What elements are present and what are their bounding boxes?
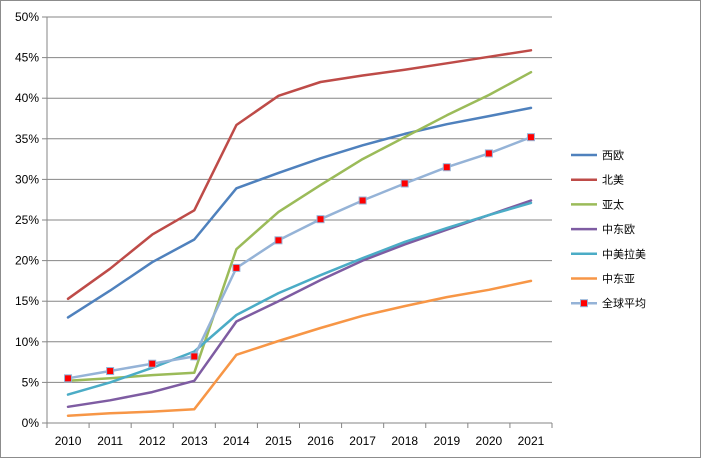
- legend-item: 西欧: [571, 149, 624, 162]
- series-line: [66, 70, 533, 383]
- series-lines: [64, 49, 535, 417]
- y-tick-label: 25%: [15, 213, 39, 227]
- data-point: [148, 359, 157, 368]
- y-tick-label: 5%: [22, 375, 40, 389]
- y-tick-label: 35%: [15, 132, 39, 146]
- legend-label: 中东亚: [602, 273, 635, 286]
- legend-label: 亚太: [602, 198, 624, 211]
- series-line: [66, 49, 533, 301]
- x-tick-label: 2021: [518, 434, 545, 448]
- series-全球平均: [64, 133, 535, 383]
- axes: [46, 17, 553, 428]
- legend-item: 亚太: [571, 198, 624, 211]
- series-line: [66, 135, 533, 380]
- x-tick-label: 2020: [476, 434, 503, 448]
- x-tick-label: 2017: [349, 434, 376, 448]
- x-tick-label: 2015: [265, 434, 292, 448]
- series-line: [66, 201, 533, 396]
- y-tick-labels: 0% 5% 10% 15% 20% 25% 30% 35% 40% 45% 50%: [15, 10, 39, 430]
- data-point: [526, 133, 535, 142]
- series-line: [66, 199, 533, 409]
- data-point: [190, 352, 199, 361]
- x-tick-label: 2010: [55, 434, 82, 448]
- series-中东欧: [66, 199, 533, 409]
- x-tick-label: 2013: [181, 434, 208, 448]
- y-tick-label: 10%: [15, 335, 39, 349]
- series-西欧: [66, 106, 533, 319]
- x-tick-label: 2018: [391, 434, 418, 448]
- x-tick-label: 2014: [223, 434, 250, 448]
- legend-item: 中东亚: [571, 273, 635, 286]
- series-中东亚: [66, 279, 533, 417]
- data-point: [232, 263, 241, 272]
- series-中美拉美: [66, 201, 533, 396]
- data-point: [358, 196, 367, 205]
- legend-label: 中东欧: [602, 223, 635, 236]
- legend-label: 北美: [602, 174, 624, 187]
- y-tick-label: 15%: [15, 294, 39, 308]
- data-point: [316, 215, 325, 224]
- legend-label: 西欧: [602, 149, 624, 162]
- legend-item: 中东欧: [571, 223, 635, 236]
- y-tick-label: 40%: [15, 91, 39, 105]
- y-tick-label: 20%: [15, 254, 39, 268]
- x-tick-label: 2019: [433, 434, 460, 448]
- legend-item: 全球平均: [571, 296, 646, 310]
- x-tick-label: 2012: [139, 434, 166, 448]
- x-tick-labels: 2010 2011 2012 2013 2014 2015 2016 2017 2018 2019…: [55, 434, 545, 448]
- data-point: [274, 236, 283, 245]
- data-point: [106, 367, 115, 376]
- y-tick-label: 0%: [22, 416, 40, 430]
- x-tick-label: 2016: [307, 434, 334, 448]
- data-point: [400, 179, 409, 188]
- x-tick-label: 2011: [97, 434, 123, 448]
- series-北美: [66, 49, 533, 301]
- legend-label: 中美拉美: [602, 247, 646, 261]
- data-point: [484, 149, 493, 158]
- legend-label: 全球平均: [602, 296, 646, 310]
- data-point: [64, 374, 73, 383]
- y-tick-label: 45%: [15, 51, 39, 65]
- legend-item: 北美: [571, 174, 624, 187]
- series-亚太: [66, 70, 533, 383]
- y-tick-label: 50%: [15, 10, 39, 24]
- data-point: [442, 163, 451, 172]
- gridlines: [42, 16, 552, 424]
- legend-item: 中美拉美: [571, 247, 646, 261]
- legend-marker: [580, 299, 588, 308]
- series-line: [66, 279, 533, 417]
- y-tick-label: 30%: [15, 172, 39, 186]
- series-line: [66, 106, 533, 319]
